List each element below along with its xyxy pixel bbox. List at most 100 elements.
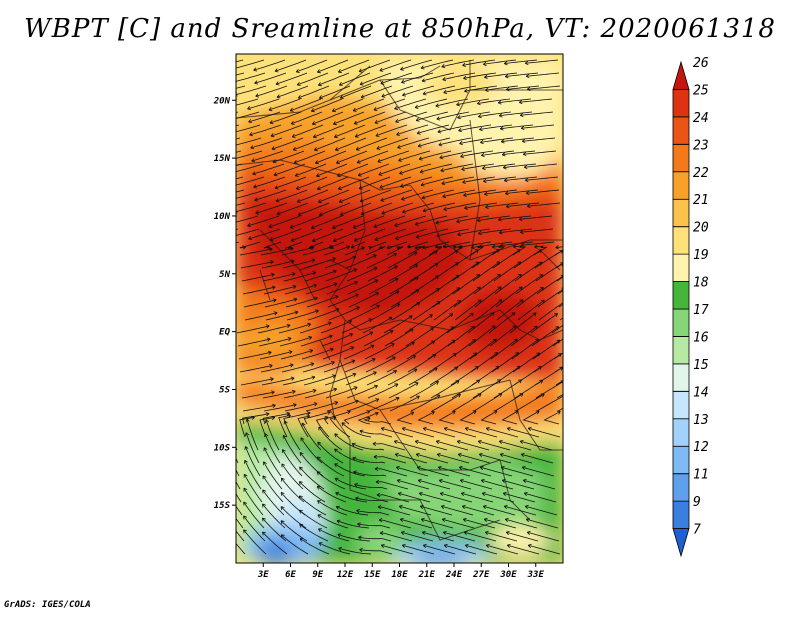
streamline	[345, 254, 377, 269]
streamline	[276, 85, 309, 98]
streamline	[315, 150, 347, 164]
streamline-arrowhead	[584, 302, 588, 305]
streamline-arrowhead	[225, 514, 228, 518]
streamline-arrowhead	[374, 119, 379, 124]
streamline	[499, 440, 532, 451]
streamline	[468, 325, 496, 347]
streamline-arrowhead	[329, 347, 334, 352]
streamline-arrowhead	[397, 144, 401, 149]
streamline	[471, 249, 500, 269]
streamline-arrowhead	[269, 377, 274, 382]
streamline-arrowhead	[535, 410, 540, 415]
streamline	[459, 466, 492, 477]
streamline	[484, 518, 517, 529]
streamline	[366, 253, 397, 269]
streamline	[505, 189, 539, 194]
streamline	[490, 338, 518, 360]
streamline-arrowhead	[479, 465, 484, 470]
streamline-arrowhead	[269, 260, 274, 265]
streamline-arrowhead	[282, 434, 287, 439]
streamline	[315, 416, 330, 438]
streamline	[493, 379, 522, 399]
streamline-arrowhead	[459, 141, 463, 146]
streamline	[399, 505, 432, 516]
streamline-arrowhead	[464, 88, 468, 93]
streamline-arrowhead	[501, 478, 506, 483]
streamline-arrowhead	[295, 68, 300, 73]
streamline-arrowhead	[398, 504, 403, 509]
streamline	[284, 420, 301, 451]
streamline-arrowhead	[498, 230, 503, 235]
streamline-arrowhead	[352, 224, 357, 229]
streamline	[306, 295, 339, 308]
streamline-arrowhead	[580, 355, 584, 358]
streamline-arrowhead	[254, 197, 259, 202]
streamline	[491, 245, 505, 256]
streamline	[419, 492, 452, 503]
streamline-arrowhead	[578, 341, 582, 344]
streamline	[363, 417, 392, 425]
streamline-arrowhead	[228, 131, 231, 135]
lon-tick-label: 30E	[499, 570, 517, 580]
streamline-arrowhead	[434, 263, 439, 267]
streamline	[402, 202, 435, 213]
streamline	[236, 468, 240, 477]
colorbar-swatch	[672, 60, 690, 90]
streamline	[259, 417, 275, 438]
streamline-arrowhead	[341, 422, 346, 427]
streamline	[346, 385, 378, 399]
streamline-arrowhead	[243, 487, 248, 492]
streamline-arrowhead	[207, 130, 210, 134]
streamline-arrowhead	[280, 534, 285, 539]
streamline-arrowhead	[328, 334, 333, 339]
streamline	[507, 427, 540, 438]
streamline	[465, 544, 498, 555]
streamline-arrowhead	[358, 68, 363, 73]
streamline-arrowhead	[421, 195, 426, 200]
streamline	[236, 176, 244, 180]
streamline-arrowhead	[262, 475, 267, 480]
streamline-arrowhead	[352, 372, 357, 377]
streamline-arrowhead	[410, 411, 415, 416]
streamline	[398, 492, 431, 503]
streamline-arrowhead	[376, 304, 380, 309]
streamline	[501, 466, 534, 477]
streamline	[379, 59, 412, 72]
streamline-arrowhead	[317, 82, 322, 87]
streamline-arrowhead	[336, 173, 341, 178]
streamline	[428, 353, 457, 373]
streamline-arrowhead	[373, 107, 378, 111]
streamline	[314, 137, 346, 151]
streamline-arrowhead	[476, 274, 481, 278]
streamline-arrowhead	[459, 478, 464, 483]
streamline-arrowhead	[318, 426, 323, 431]
streamline	[340, 202, 372, 216]
streamline-arrowhead	[332, 257, 336, 262]
colorbar-label: 17	[693, 303, 709, 318]
streamline-arrowhead	[357, 172, 362, 177]
streamline	[438, 410, 456, 425]
streamline-arrowhead	[398, 157, 402, 162]
streamline	[327, 293, 359, 308]
streamline-arrowhead	[517, 261, 522, 266]
streamline	[236, 111, 260, 119]
streamline-arrowhead	[332, 269, 337, 274]
streamline-arrowhead	[419, 504, 424, 509]
streamline-arrowhead	[413, 368, 418, 373]
streamline-arrowhead	[442, 194, 447, 199]
streamline	[409, 263, 439, 282]
streamline	[367, 265, 398, 282]
streamline-arrowhead	[408, 315, 413, 320]
streamline-arrowhead	[330, 361, 335, 366]
streamline-arrowhead	[270, 272, 275, 277]
streamline-arrowhead	[414, 221, 419, 226]
streamline	[535, 381, 563, 399]
streamline-arrowhead	[335, 160, 340, 165]
streamline-arrowhead	[416, 465, 421, 470]
streamline	[420, 176, 454, 186]
streamline	[446, 312, 474, 334]
streamline	[241, 391, 275, 399]
streamline-arrowhead	[484, 530, 489, 535]
streamline-arrowhead	[273, 311, 278, 316]
streamline-arrowhead	[481, 491, 486, 496]
